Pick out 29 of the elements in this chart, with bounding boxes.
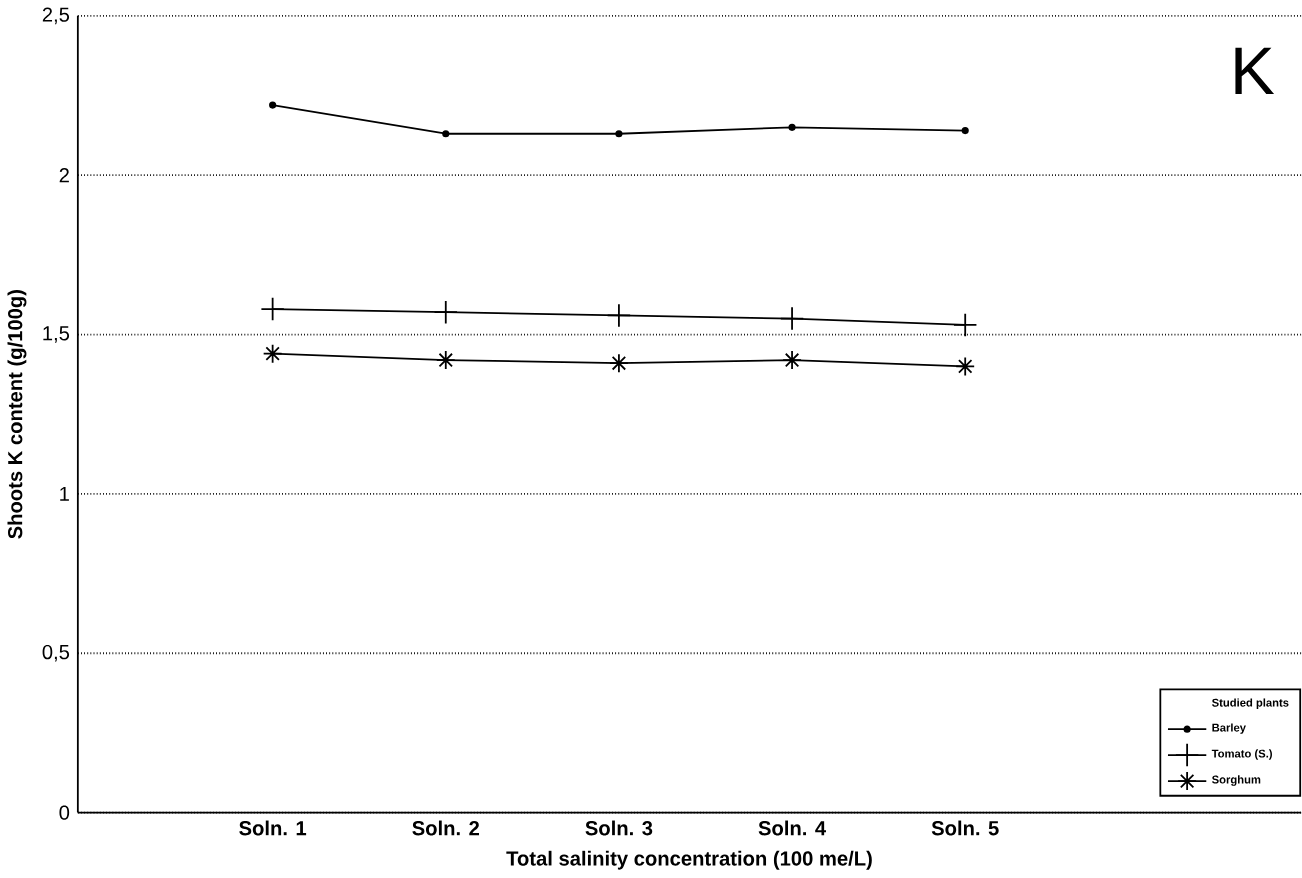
y-tick-label: 0: [59, 805, 70, 821]
x-tick-label: Soln. 1: [239, 820, 307, 836]
x-tick-label: Soln. 4: [758, 820, 826, 836]
text: K: [1235, 48, 1275, 95]
point: [955, 356, 976, 377]
point: [433, 300, 458, 325]
x-tick-label: Soln. 2: [412, 820, 480, 836]
point: [269, 101, 277, 110]
y-tick-label: 1: [60, 487, 69, 502]
point: [260, 297, 285, 322]
point: [788, 124, 796, 132]
point: [779, 306, 805, 332]
y-tick-label: 2: [59, 168, 69, 183]
point: [782, 350, 802, 371]
y-tick-label: 2,5: [42, 7, 70, 25]
point: [442, 130, 450, 138]
point: [615, 130, 623, 138]
point: [953, 313, 978, 338]
x-axis-title: Total salinity concentration (100 me/L): [506, 851, 872, 871]
point: [961, 127, 969, 135]
y-tick-label: 1,5: [43, 326, 70, 344]
y-tick-label: 0,5: [42, 645, 70, 663]
point: [435, 350, 456, 371]
point: [609, 353, 629, 374]
x-tick-label: Soln. 3: [585, 820, 653, 836]
point: [606, 303, 632, 328]
y-axis-title: Shoots K content (g/100g): [7, 290, 27, 540]
point: [262, 344, 283, 364]
x-tick-label: Soln. 5: [931, 820, 999, 836]
